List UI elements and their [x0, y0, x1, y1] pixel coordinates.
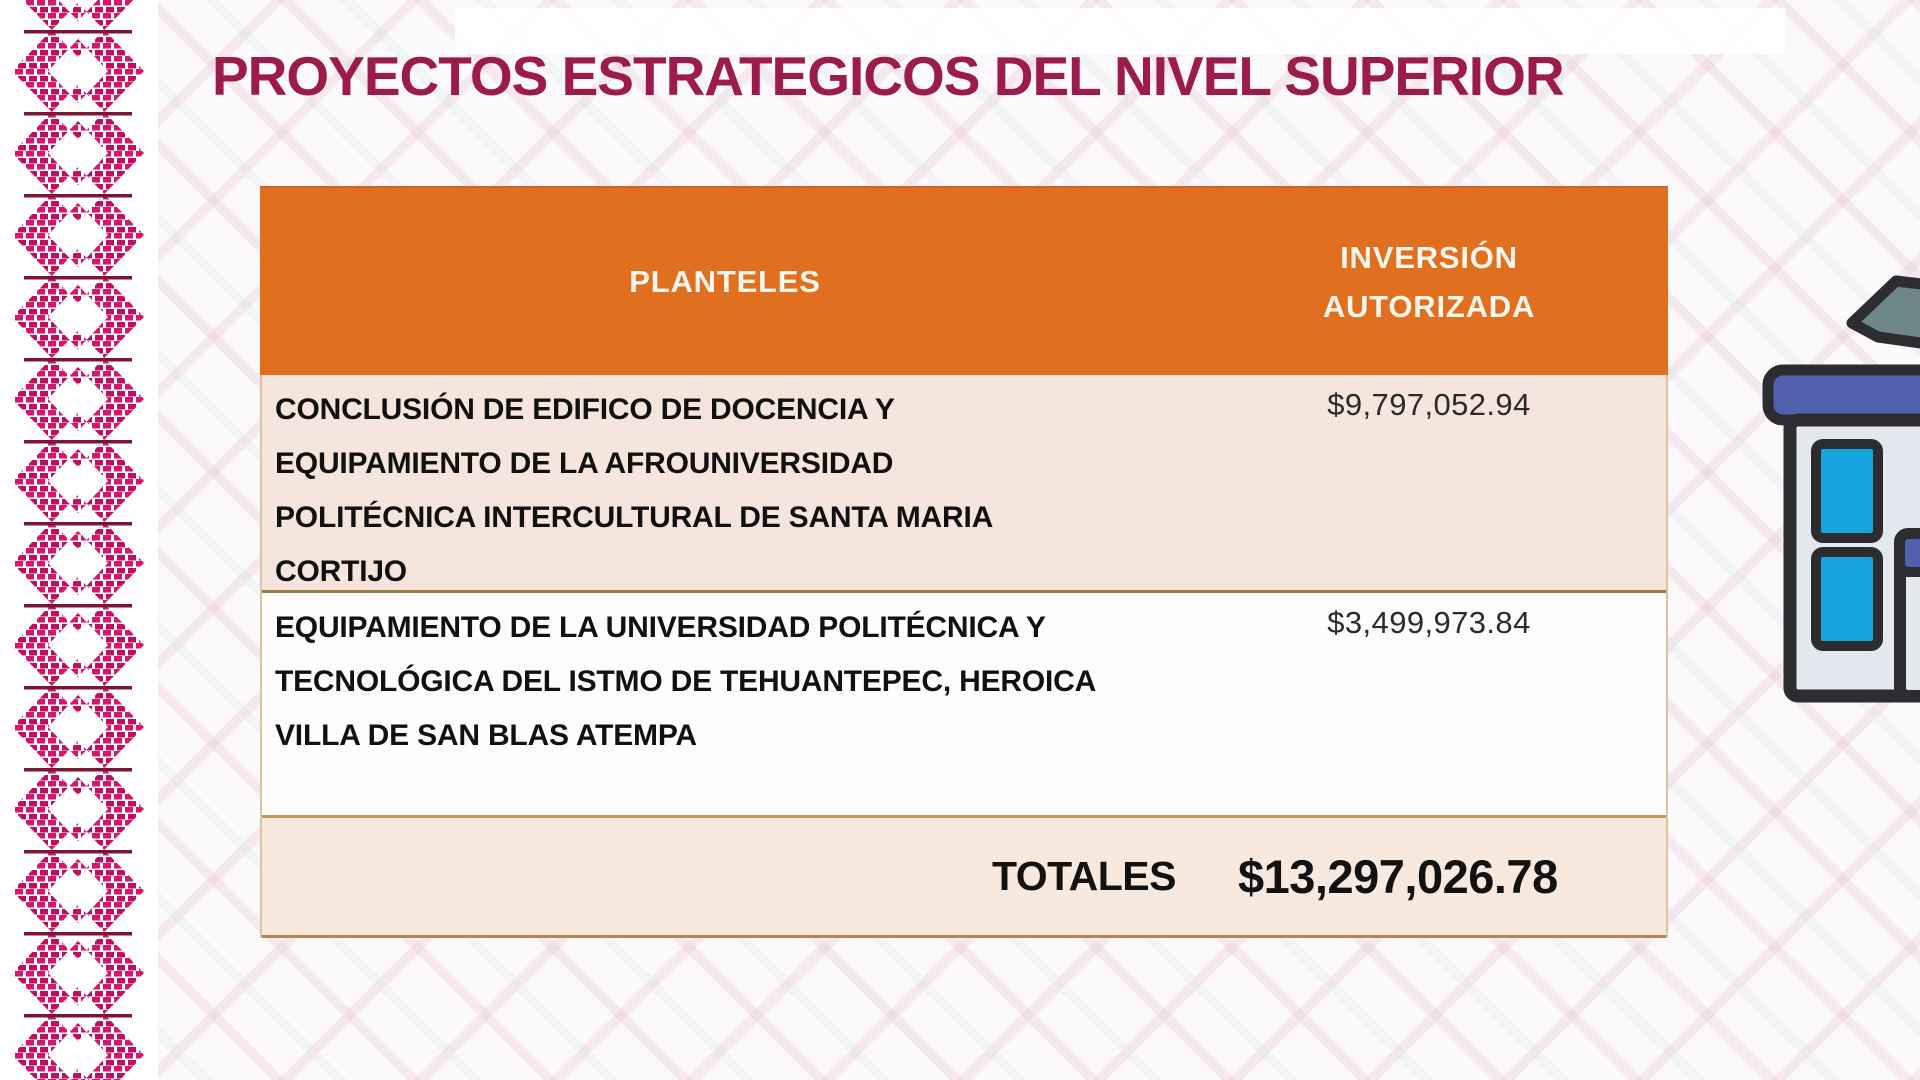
inversion-cell: $9,797,052.94 [1327, 387, 1531, 422]
plantel-cell: CONCLUSIÓN DE EDIFICO DE DOCENCIA Y EQUI… [262, 375, 1192, 599]
plantel-line: EQUIPAMIENTO DE LA UNIVERSIDAD POLITÉCNI… [275, 611, 1046, 644]
table-row: EQUIPAMIENTO DE LA UNIVERSIDAD POLITÉCNI… [262, 593, 1666, 818]
plantel-line: EQUIPAMIENTO DE LA AFROUNIVERSIDAD [275, 447, 894, 480]
textile-border-pattern [0, 0, 158, 1080]
header-inversion-line1: INVERSIÓN [1340, 239, 1518, 275]
totals-label: TOTALES [991, 853, 1177, 899]
projects-table: PLANTELES INVERSIÓN AUTORIZADA CONCLUSIÓ… [260, 186, 1668, 938]
plantel-line: VILLA DE SAN BLAS ATEMPA [275, 719, 697, 752]
header-inversion-line2: AUTORIZADA [1322, 288, 1536, 324]
totals-amount: $13,297,026.78 [1238, 850, 1558, 903]
inversion-cell: $3,499,973.84 [1327, 605, 1531, 640]
column-header-inversion-autorizada: INVERSIÓN AUTORIZADA [1190, 188, 1668, 375]
totals-row: TOTALES $13,297,026.78 [262, 818, 1666, 938]
table-header-row: PLANTELES INVERSIÓN AUTORIZADA [260, 186, 1668, 375]
plantel-line: CONCLUSIÓN DE EDIFICO DE DOCENCIA Y [275, 393, 895, 426]
plantel-line: TECNOLÓGICA DEL ISTMO DE TEHUANTEPEC, HE… [275, 665, 1097, 698]
plantel-line: POLITÉCNICA INTERCULTURAL DE SANTA MARIA [275, 501, 994, 534]
textile-pattern-icon [0, 0, 158, 1080]
table-row: CONCLUSIÓN DE EDIFICO DE DOCENCIA Y EQUI… [262, 375, 1666, 593]
column-header-planteles: PLANTELES [629, 263, 821, 299]
plantel-line: CORTIJO [275, 555, 407, 588]
school-building-icon [1762, 275, 1920, 703]
title-background-band [455, 8, 1785, 54]
page-title: PROYECTOS ESTRATEGICOS DEL NIVEL SUPERIO… [212, 45, 1565, 107]
plantel-cell: EQUIPAMIENTO DE LA UNIVERSIDAD POLITÉCNI… [262, 593, 1192, 815]
